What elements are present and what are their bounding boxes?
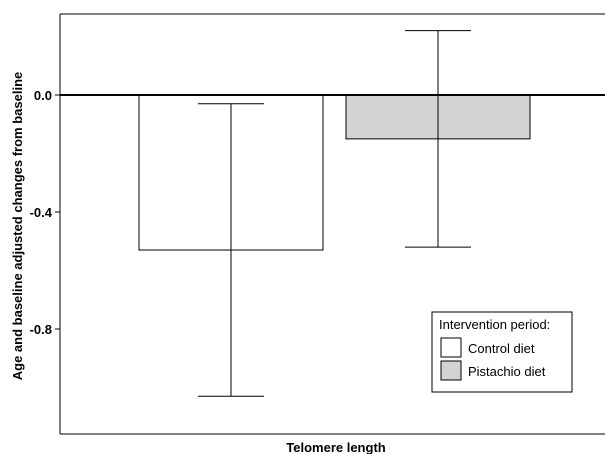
legend-label-pistachio: Pistachio diet: [468, 364, 546, 379]
legend-title: Intervention period:: [439, 317, 550, 332]
y-tick-label: -0.4: [30, 205, 53, 220]
y-ticks-group: 0.0 -0.4 -0.8: [30, 88, 60, 337]
y-tick-label: 0.0: [34, 88, 52, 103]
error-bars-group: [198, 30, 471, 397]
legend-swatch-control: [440, 337, 462, 358]
legend-swatch-pistachio: [440, 360, 462, 381]
plot-frame: [59, 13, 605, 435]
legend: Intervention period: Control diet Pistac…: [431, 311, 573, 393]
legend-label-control: Control diet: [468, 341, 535, 356]
bars-group: [138, 94, 531, 251]
y-tick-label: -0.8: [30, 322, 52, 337]
x-axis-title: Telomere length: [286, 440, 386, 454]
y-axis-title: Age and baseline adjusted changes from b…: [10, 72, 25, 380]
